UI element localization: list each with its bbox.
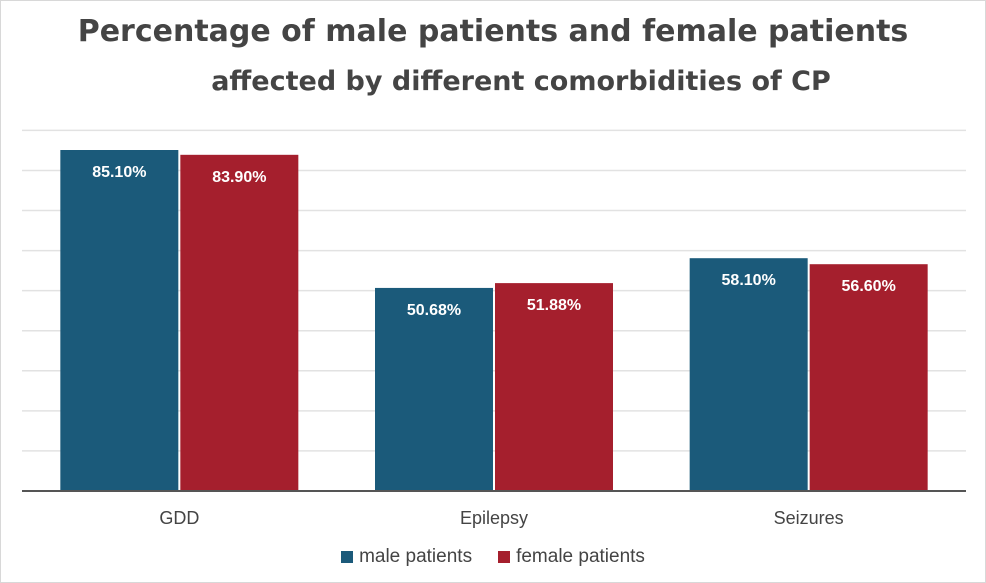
- data-label: 56.60%: [842, 278, 896, 295]
- bar-male-patients-seizures: [689, 258, 808, 491]
- legend-swatch-female: [498, 551, 511, 563]
- legend-label-female: female patients: [516, 546, 645, 567]
- legend: male patients female patients: [0, 546, 986, 568]
- x-tick-label: Seizures: [774, 508, 844, 528]
- data-label: 83.90%: [212, 169, 266, 186]
- data-label: 58.10%: [722, 272, 776, 289]
- legend-item-male: male patients: [341, 546, 472, 568]
- x-tick-label: GDD: [159, 508, 199, 528]
- data-label: 50.68%: [407, 302, 461, 319]
- chart-title: Percentage of male patients and female p…: [77, 14, 909, 49]
- bar-female-patients-gdd: [180, 154, 299, 492]
- bar-female-patients-epilepsy: [495, 283, 613, 491]
- x-tick-label: Epilepsy: [460, 508, 528, 528]
- data-label: 51.88%: [527, 297, 581, 314]
- bar-female-patients-seizures: [809, 264, 928, 491]
- data-label: 85.10%: [92, 164, 146, 181]
- legend-item-female: female patients: [498, 546, 645, 568]
- legend-label-male: male patients: [359, 546, 473, 567]
- bar-male-patients-gdd: [60, 150, 179, 491]
- chart-subtitle: affected by different comorbidities of C…: [211, 66, 831, 97]
- legend-swatch-male: [341, 551, 354, 563]
- bar-male-patients-epilepsy: [375, 287, 493, 491]
